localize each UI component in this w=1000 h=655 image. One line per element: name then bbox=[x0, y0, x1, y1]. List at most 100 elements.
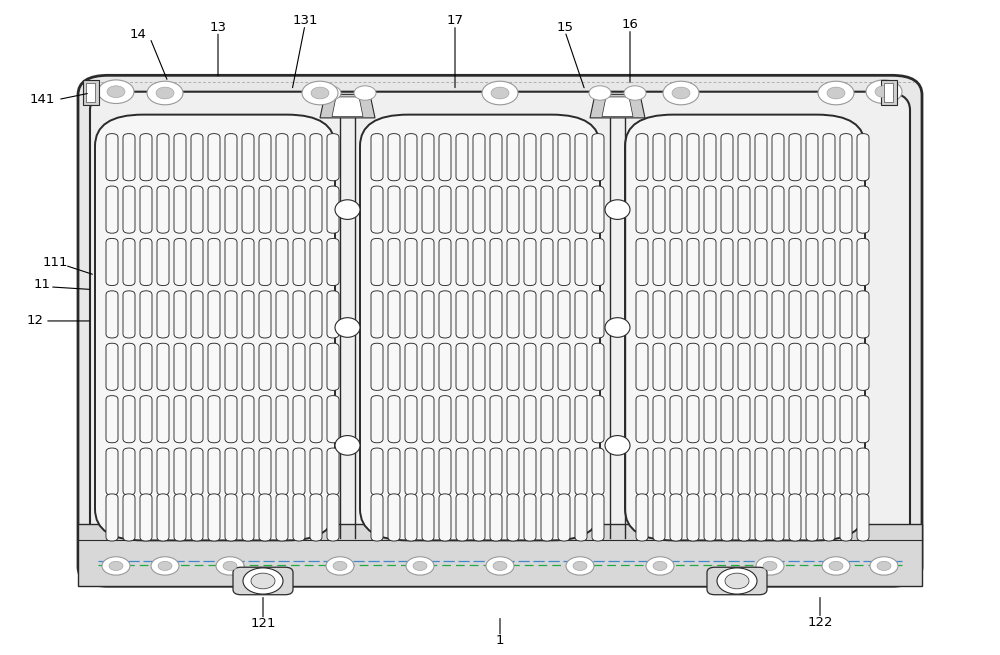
FancyBboxPatch shape bbox=[310, 343, 322, 390]
Circle shape bbox=[566, 557, 594, 575]
FancyBboxPatch shape bbox=[653, 291, 665, 338]
Circle shape bbox=[109, 561, 123, 571]
FancyBboxPatch shape bbox=[371, 291, 383, 338]
FancyBboxPatch shape bbox=[259, 396, 271, 443]
FancyBboxPatch shape bbox=[507, 343, 519, 390]
FancyBboxPatch shape bbox=[755, 343, 767, 390]
FancyBboxPatch shape bbox=[371, 186, 383, 233]
FancyBboxPatch shape bbox=[140, 343, 152, 390]
FancyBboxPatch shape bbox=[439, 134, 451, 181]
FancyBboxPatch shape bbox=[371, 238, 383, 286]
FancyBboxPatch shape bbox=[653, 494, 665, 541]
FancyBboxPatch shape bbox=[772, 396, 784, 443]
FancyBboxPatch shape bbox=[293, 134, 305, 181]
FancyBboxPatch shape bbox=[439, 494, 451, 541]
FancyBboxPatch shape bbox=[456, 396, 468, 443]
FancyBboxPatch shape bbox=[242, 134, 254, 181]
FancyBboxPatch shape bbox=[687, 134, 699, 181]
FancyBboxPatch shape bbox=[191, 396, 203, 443]
FancyBboxPatch shape bbox=[636, 134, 648, 181]
FancyBboxPatch shape bbox=[823, 291, 835, 338]
FancyBboxPatch shape bbox=[687, 186, 699, 233]
FancyBboxPatch shape bbox=[157, 186, 169, 233]
FancyBboxPatch shape bbox=[704, 186, 716, 233]
FancyBboxPatch shape bbox=[106, 396, 118, 443]
FancyBboxPatch shape bbox=[575, 396, 587, 443]
FancyBboxPatch shape bbox=[140, 494, 152, 541]
FancyBboxPatch shape bbox=[857, 291, 869, 338]
FancyBboxPatch shape bbox=[191, 494, 203, 541]
FancyBboxPatch shape bbox=[123, 238, 135, 286]
FancyBboxPatch shape bbox=[208, 238, 220, 286]
FancyBboxPatch shape bbox=[541, 396, 553, 443]
Circle shape bbox=[326, 557, 354, 575]
FancyBboxPatch shape bbox=[772, 343, 784, 390]
Circle shape bbox=[223, 561, 237, 571]
FancyBboxPatch shape bbox=[106, 186, 118, 233]
FancyBboxPatch shape bbox=[123, 186, 135, 233]
FancyBboxPatch shape bbox=[293, 396, 305, 443]
FancyBboxPatch shape bbox=[840, 238, 852, 286]
Ellipse shape bbox=[335, 318, 360, 337]
FancyBboxPatch shape bbox=[388, 396, 400, 443]
Bar bbox=[86, 83, 95, 102]
FancyBboxPatch shape bbox=[524, 238, 536, 286]
FancyBboxPatch shape bbox=[490, 186, 502, 233]
FancyBboxPatch shape bbox=[857, 448, 869, 495]
FancyBboxPatch shape bbox=[575, 291, 587, 338]
FancyBboxPatch shape bbox=[225, 134, 237, 181]
FancyBboxPatch shape bbox=[310, 494, 322, 541]
FancyBboxPatch shape bbox=[789, 134, 801, 181]
FancyBboxPatch shape bbox=[857, 238, 869, 286]
FancyBboxPatch shape bbox=[310, 291, 322, 338]
FancyBboxPatch shape bbox=[772, 448, 784, 495]
FancyBboxPatch shape bbox=[473, 448, 485, 495]
FancyBboxPatch shape bbox=[225, 238, 237, 286]
FancyBboxPatch shape bbox=[422, 186, 434, 233]
FancyBboxPatch shape bbox=[806, 186, 818, 233]
FancyBboxPatch shape bbox=[293, 448, 305, 495]
FancyBboxPatch shape bbox=[225, 343, 237, 390]
FancyBboxPatch shape bbox=[738, 343, 750, 390]
FancyBboxPatch shape bbox=[191, 291, 203, 338]
FancyBboxPatch shape bbox=[840, 343, 852, 390]
FancyBboxPatch shape bbox=[575, 448, 587, 495]
FancyBboxPatch shape bbox=[208, 396, 220, 443]
FancyBboxPatch shape bbox=[704, 238, 716, 286]
FancyBboxPatch shape bbox=[123, 494, 135, 541]
FancyBboxPatch shape bbox=[78, 75, 922, 586]
FancyBboxPatch shape bbox=[558, 186, 570, 233]
FancyBboxPatch shape bbox=[439, 291, 451, 338]
Circle shape bbox=[491, 87, 509, 99]
FancyBboxPatch shape bbox=[592, 238, 604, 286]
FancyBboxPatch shape bbox=[95, 115, 335, 540]
FancyBboxPatch shape bbox=[439, 396, 451, 443]
FancyBboxPatch shape bbox=[592, 134, 604, 181]
FancyBboxPatch shape bbox=[174, 396, 186, 443]
Circle shape bbox=[156, 87, 174, 99]
FancyBboxPatch shape bbox=[422, 343, 434, 390]
FancyBboxPatch shape bbox=[738, 494, 750, 541]
FancyBboxPatch shape bbox=[636, 396, 648, 443]
Circle shape bbox=[646, 557, 674, 575]
Circle shape bbox=[147, 81, 183, 105]
FancyBboxPatch shape bbox=[191, 343, 203, 390]
FancyBboxPatch shape bbox=[840, 291, 852, 338]
FancyBboxPatch shape bbox=[541, 134, 553, 181]
FancyBboxPatch shape bbox=[422, 494, 434, 541]
Circle shape bbox=[482, 81, 518, 105]
FancyBboxPatch shape bbox=[276, 396, 288, 443]
FancyBboxPatch shape bbox=[191, 238, 203, 286]
FancyBboxPatch shape bbox=[422, 238, 434, 286]
FancyBboxPatch shape bbox=[636, 291, 648, 338]
Bar bbox=[884, 83, 893, 102]
Text: 17: 17 bbox=[446, 14, 464, 28]
FancyBboxPatch shape bbox=[507, 238, 519, 286]
FancyBboxPatch shape bbox=[772, 291, 784, 338]
FancyBboxPatch shape bbox=[191, 134, 203, 181]
FancyBboxPatch shape bbox=[636, 494, 648, 541]
FancyBboxPatch shape bbox=[490, 396, 502, 443]
Circle shape bbox=[717, 568, 757, 594]
FancyBboxPatch shape bbox=[755, 396, 767, 443]
FancyBboxPatch shape bbox=[208, 291, 220, 338]
